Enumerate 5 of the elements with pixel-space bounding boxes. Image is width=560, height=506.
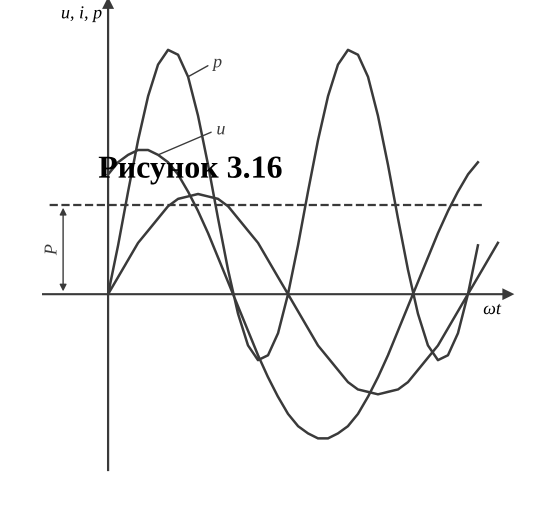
legend-label: p xyxy=(212,58,222,72)
y-axis-title: u, i, p xyxy=(62,6,102,22)
text: u xyxy=(217,126,225,134)
ref-line-label: P xyxy=(44,244,56,256)
x-axis-title: ωt xyxy=(484,304,502,314)
